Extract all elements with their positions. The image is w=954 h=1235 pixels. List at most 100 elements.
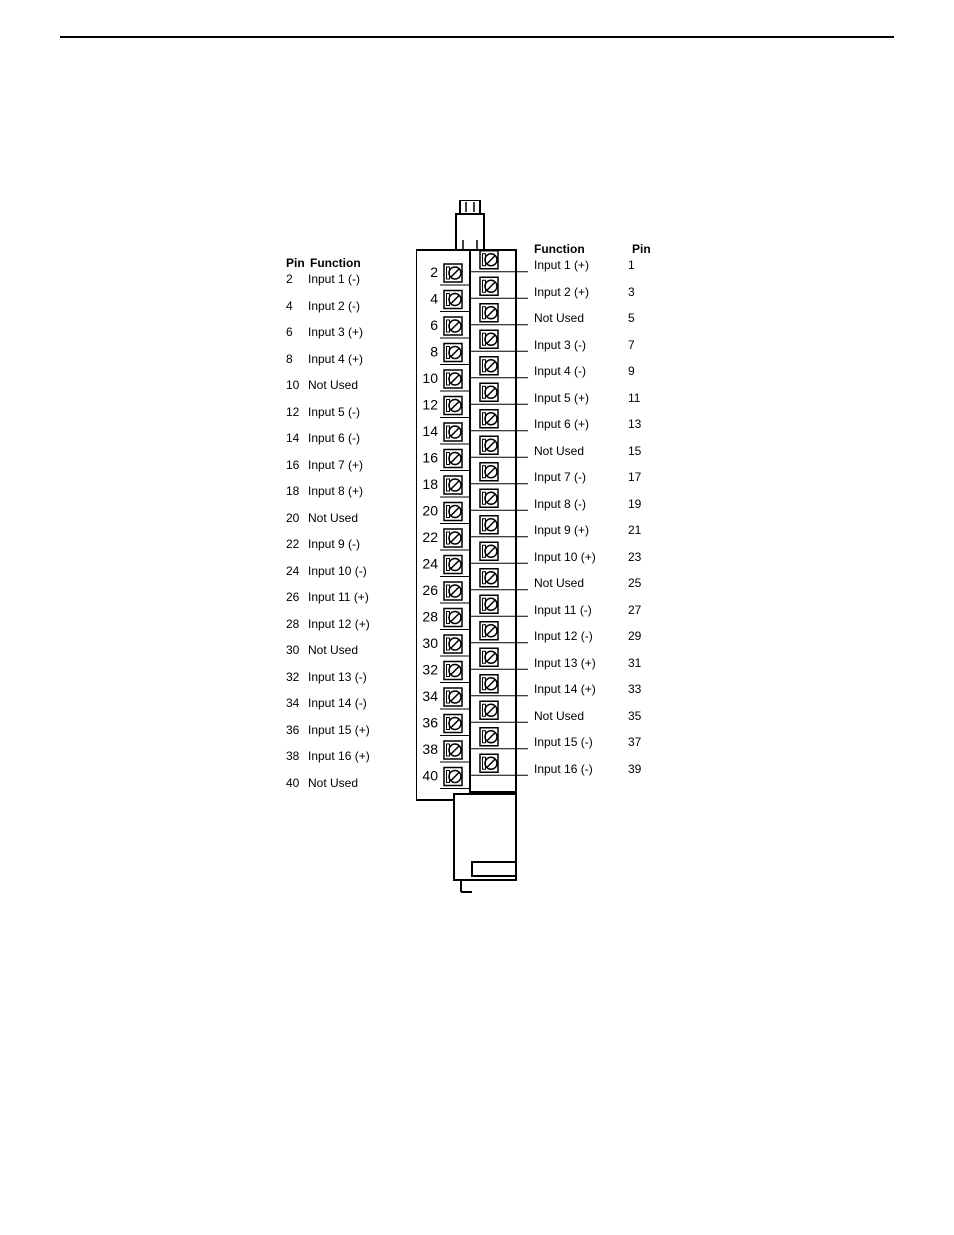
right-pin-number: 3 (628, 285, 635, 299)
connector-pin-number: 30 (422, 635, 438, 651)
connector-pin-number: 26 (422, 582, 438, 598)
right-pin-row: Not Used25 (534, 576, 684, 590)
left-pin-number: 38 (286, 749, 308, 763)
connector-pin-number: 28 (422, 609, 438, 625)
screw-terminal-icon (444, 715, 462, 733)
right-pin-function: Input 3 (-) (534, 338, 628, 352)
right-header-pin: Pin (632, 242, 651, 256)
left-pin-row: 8Input 4 (+) (286, 352, 436, 366)
left-pin-row: 36Input 15 (+) (286, 723, 436, 737)
right-pin-function: Input 16 (-) (534, 762, 628, 776)
screw-terminal-icon (444, 635, 462, 653)
left-pin-number: 34 (286, 696, 308, 710)
screw-terminal-icon (480, 330, 498, 348)
right-pin-number: 19 (628, 497, 641, 511)
screw-terminal-icon (444, 370, 462, 388)
right-pin-row: Input 15 (-)37 (534, 735, 684, 749)
screw-terminal-icon (480, 277, 498, 295)
left-pin-number: 26 (286, 590, 308, 604)
left-pin-number: 24 (286, 564, 308, 578)
left-pin-function: Input 2 (-) (308, 299, 360, 313)
right-header-function: Function (534, 242, 585, 256)
right-pin-number: 13 (628, 417, 641, 431)
right-pin-row: Input 12 (-)29 (534, 629, 684, 643)
right-pin-row: Input 16 (-)39 (534, 762, 684, 776)
left-pin-number: 8 (286, 352, 308, 366)
connector-pin-number: 14 (422, 423, 438, 439)
connector-pin-number: 4 (430, 291, 438, 307)
left-pin-function: Input 7 (+) (308, 458, 363, 472)
connector-pin-number: 34 (422, 688, 438, 704)
right-pin-function: Input 15 (-) (534, 735, 628, 749)
screw-terminal-icon (444, 582, 462, 600)
connector-pin-number: 36 (422, 715, 438, 731)
right-pin-row: Input 14 (+)33 (534, 682, 684, 696)
right-pin-row: Input 3 (-)7 (534, 338, 684, 352)
screw-terminal-icon (480, 489, 498, 507)
right-pin-function: Input 10 (+) (534, 550, 628, 564)
screw-terminal-icon (480, 383, 498, 401)
connector-pin-number: 16 (422, 450, 438, 466)
left-pin-number: 14 (286, 431, 308, 445)
right-pin-function: Not Used (534, 311, 628, 325)
left-pin-row: 26Input 11 (+) (286, 590, 436, 604)
left-pin-number: 16 (286, 458, 308, 472)
right-pin-number: 27 (628, 603, 641, 617)
right-pin-number: 17 (628, 470, 641, 484)
right-pin-function: Input 5 (+) (534, 391, 628, 405)
connector-body-svg: 246810121416182022242628303234363840 (416, 200, 536, 960)
left-pin-number: 32 (286, 670, 308, 684)
right-pin-number: 35 (628, 709, 641, 723)
right-pin-number: 33 (628, 682, 641, 696)
left-pin-function: Input 10 (-) (308, 564, 367, 578)
screw-terminal-icon (444, 450, 462, 468)
left-pin-row: 24Input 10 (-) (286, 564, 436, 578)
right-pin-row: Input 13 (+)31 (534, 656, 684, 670)
screw-terminal-icon (444, 529, 462, 547)
left-pin-row: 2Input 1 (-) (286, 272, 436, 286)
screw-terminal-icon (480, 357, 498, 375)
connector-pin-number: 6 (430, 317, 438, 333)
right-pin-function: Not Used (534, 709, 628, 723)
left-pin-function: Input 6 (-) (308, 431, 360, 445)
left-pin-function: Input 3 (+) (308, 325, 363, 339)
left-pin-row: 38Input 16 (+) (286, 749, 436, 763)
left-pin-row: 14Input 6 (-) (286, 431, 436, 445)
left-pin-function: Input 1 (-) (308, 272, 360, 286)
right-pin-function: Not Used (534, 444, 628, 458)
right-pin-number: 39 (628, 762, 641, 776)
page: Pin Function 2Input 1 (-)4Input 2 (-)6In… (0, 0, 954, 1235)
right-pin-function: Input 7 (-) (534, 470, 628, 484)
right-pin-row: Not Used35 (534, 709, 684, 723)
screw-terminal-icon (444, 556, 462, 574)
right-pin-row: Input 2 (+)3 (534, 285, 684, 299)
connector-pin-number: 24 (422, 556, 438, 572)
left-pin-row: 30Not Used (286, 643, 436, 657)
left-pin-row: 32Input 13 (-) (286, 670, 436, 684)
connector-pin-number: 2 (430, 264, 438, 280)
connector-pin-number: 8 (430, 344, 438, 360)
right-pin-row: Input 1 (+)1 (534, 258, 684, 272)
left-pin-number: 6 (286, 325, 308, 339)
screw-terminal-icon (480, 463, 498, 481)
right-pin-function: Input 8 (-) (534, 497, 628, 511)
connector-pin-number: 12 (422, 397, 438, 413)
left-pin-row: 16Input 7 (+) (286, 458, 436, 472)
screw-terminal-icon (444, 264, 462, 282)
left-pin-number: 36 (286, 723, 308, 737)
left-pin-number: 10 (286, 378, 308, 392)
left-pin-row: 6Input 3 (+) (286, 325, 436, 339)
left-pin-function: Input 5 (-) (308, 405, 360, 419)
connector-pin-number: 38 (422, 741, 438, 757)
screw-terminal-icon (480, 648, 498, 666)
screw-terminal-icon (480, 410, 498, 428)
right-pin-row: Input 9 (+)21 (534, 523, 684, 537)
screw-terminal-icon (444, 344, 462, 362)
right-pin-function: Input 13 (+) (534, 656, 628, 670)
right-pin-number: 5 (628, 311, 635, 325)
screw-terminal-icon (444, 503, 462, 521)
right-pin-number: 9 (628, 364, 635, 378)
right-pin-number: 37 (628, 735, 641, 749)
right-pin-number: 31 (628, 656, 641, 670)
right-pin-number: 15 (628, 444, 641, 458)
